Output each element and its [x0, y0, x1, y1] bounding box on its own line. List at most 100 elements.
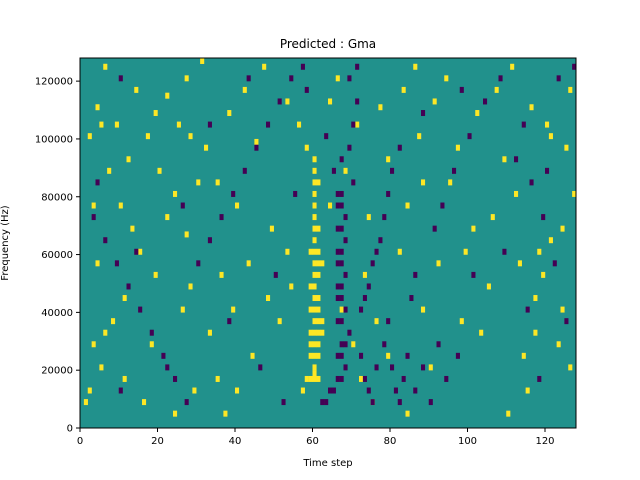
high-value-cell	[312, 375, 317, 382]
low-value-cell	[324, 133, 329, 140]
high-value-cell	[510, 63, 515, 70]
high-value-cell	[289, 283, 294, 290]
low-value-cell	[180, 202, 185, 209]
high-value-cell	[99, 121, 104, 128]
low-value-cell	[556, 75, 561, 82]
high-value-cell	[320, 329, 325, 336]
high-value-cell	[235, 387, 240, 394]
high-value-cell	[417, 133, 422, 140]
high-value-cell	[359, 375, 364, 382]
high-value-cell	[486, 283, 491, 290]
low-value-cell	[335, 225, 340, 232]
low-value-cell	[281, 399, 286, 406]
high-value-cell	[405, 410, 410, 417]
heatmap-background	[80, 58, 576, 428]
high-value-cell	[316, 271, 321, 278]
low-value-cell	[293, 190, 298, 197]
y-tick-label: 120000	[35, 77, 73, 88]
low-value-cell	[300, 63, 305, 70]
low-value-cell	[347, 329, 352, 336]
high-value-cell	[312, 190, 317, 197]
low-value-cell	[432, 225, 437, 232]
low-value-cell	[351, 121, 356, 128]
low-value-cell	[335, 283, 340, 290]
high-value-cell	[548, 133, 553, 140]
low-value-cell	[207, 237, 212, 244]
high-value-cell	[173, 190, 178, 197]
high-value-cell	[351, 341, 356, 348]
low-value-cell	[165, 364, 170, 371]
high-value-cell	[312, 306, 317, 313]
high-value-cell	[316, 352, 321, 359]
high-value-cell	[157, 167, 162, 174]
high-value-cell	[568, 364, 573, 371]
low-value-cell	[246, 75, 251, 82]
high-value-cell	[262, 63, 267, 70]
low-value-cell	[362, 295, 367, 302]
high-value-cell	[312, 341, 317, 348]
high-value-cell	[188, 133, 193, 140]
high-value-cell	[374, 318, 379, 325]
x-tick-label: 0	[77, 436, 83, 447]
high-value-cell	[312, 156, 317, 163]
high-value-cell	[145, 133, 150, 140]
high-value-cell	[421, 306, 426, 313]
high-value-cell	[153, 110, 158, 117]
low-value-cell	[335, 260, 340, 267]
high-value-cell	[149, 341, 154, 348]
high-value-cell	[215, 375, 220, 382]
low-value-cell	[161, 352, 166, 359]
low-value-cell	[347, 75, 352, 82]
high-value-cell	[444, 75, 449, 82]
x-tick-label: 120	[535, 436, 554, 447]
low-value-cell	[502, 248, 507, 255]
high-value-cell	[142, 399, 147, 406]
high-value-cell	[126, 156, 131, 163]
low-value-cell	[455, 352, 460, 359]
high-value-cell	[521, 352, 526, 359]
low-value-cell	[440, 202, 445, 209]
low-value-cell	[537, 375, 542, 382]
high-value-cell	[192, 387, 197, 394]
x-tick-label: 100	[458, 436, 477, 447]
y-tick-label: 100000	[35, 134, 73, 145]
low-value-cell	[91, 214, 96, 221]
low-value-cell	[397, 144, 402, 151]
low-value-cell	[339, 283, 344, 290]
high-value-cell	[548, 237, 553, 244]
low-value-cell	[390, 167, 395, 174]
high-value-cell	[312, 179, 317, 186]
low-value-cell	[498, 75, 503, 82]
plot-frame	[79, 57, 577, 429]
low-value-cell	[339, 375, 344, 382]
low-value-cell	[339, 202, 344, 209]
low-value-cell	[134, 248, 139, 255]
low-value-cell	[335, 248, 340, 255]
high-value-cell	[285, 98, 290, 105]
high-value-cell	[568, 86, 573, 93]
low-value-cell	[362, 375, 367, 382]
y-tick-label: 0	[67, 424, 73, 435]
high-value-cell	[459, 318, 464, 325]
high-value-cell	[87, 387, 92, 394]
high-value-cell	[339, 306, 344, 313]
high-value-cell	[204, 144, 209, 151]
high-value-cell	[312, 237, 317, 244]
low-value-cell	[541, 214, 546, 221]
low-value-cell	[138, 306, 143, 313]
y-tick-label: 40000	[41, 308, 73, 319]
high-value-cell	[312, 202, 317, 209]
high-value-cell	[541, 271, 546, 278]
high-value-cell	[316, 375, 321, 382]
high-value-cell	[320, 260, 325, 267]
low-value-cell	[401, 375, 406, 382]
low-value-cell	[552, 260, 557, 267]
low-value-cell	[184, 399, 189, 406]
high-value-cell	[428, 364, 433, 371]
high-value-cell	[502, 156, 507, 163]
high-value-cell	[312, 167, 317, 174]
high-value-cell	[184, 75, 189, 82]
high-value-cell	[308, 329, 313, 336]
high-value-cell	[335, 75, 340, 82]
